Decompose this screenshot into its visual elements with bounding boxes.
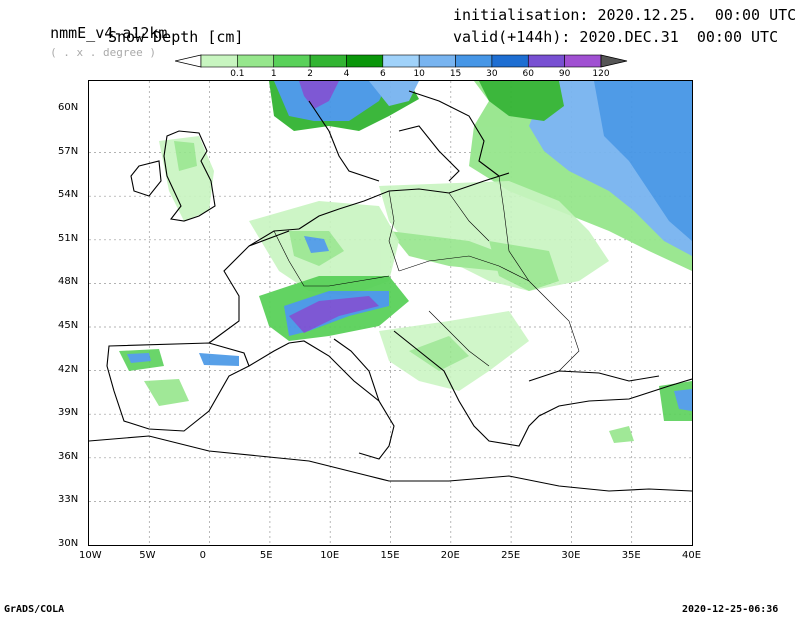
- colorbar-cell: [418, 54, 456, 68]
- lat-tick-label: 42N: [58, 363, 79, 375]
- snow-balkans: [379, 311, 529, 391]
- colorbar-cell: [309, 54, 347, 68]
- lon-tick-label: 10W: [79, 550, 102, 561]
- footer-timestamp: 2020-12-25-06:36: [682, 604, 779, 615]
- lat-tick-label: 60N: [58, 102, 79, 113]
- colorbar-label: 1: [271, 69, 277, 78]
- colorbar-cell: [527, 54, 565, 68]
- colorbar-cell: [346, 54, 384, 68]
- snow-alps: [259, 276, 409, 341]
- colorbar-cell: [491, 54, 529, 68]
- snow-depth-colorbar: 0.1 1 2 4 6 10 15 30 60 90 120: [175, 54, 628, 78]
- colorbar-high-arrow: [600, 54, 628, 68]
- lon-tick-label: 5E: [259, 550, 273, 561]
- colorbar-cell: [564, 54, 602, 68]
- lon-tick-label: 10E: [320, 550, 340, 561]
- colorbar-cell: [455, 54, 493, 68]
- lat-tick-label: 57N: [58, 145, 79, 157]
- borders: [273, 175, 580, 372]
- colorbar-label: 15: [450, 69, 461, 78]
- snow-scandinavia: [269, 81, 419, 131]
- grid-note: ( . x . degree ): [50, 46, 157, 59]
- snow-germany-france: [249, 201, 399, 296]
- lon-tick-label: 30E: [561, 550, 581, 561]
- colorbar-label: 4: [344, 69, 350, 78]
- colorbar-cell: [237, 54, 275, 68]
- lat-tick-label: 51N: [58, 232, 79, 244]
- colorbar-label: 120: [592, 69, 609, 78]
- europe-map: [89, 81, 692, 545]
- snow-central-europe: [379, 181, 609, 291]
- snow-turkey: [609, 381, 692, 443]
- colorbar-label: 90: [559, 69, 571, 78]
- colorbar-cell: [273, 54, 311, 68]
- lat-tick-label: 36N: [58, 450, 79, 462]
- colorbar-label: 10: [413, 69, 425, 78]
- lat-tick-label: 39N: [58, 407, 79, 419]
- valid-time: valid(+144h): 2020.DEC.31 00:00 UTC: [453, 28, 779, 46]
- lon-tick-label: 25E: [501, 550, 521, 561]
- lat-tick-label: 45N: [58, 320, 79, 331]
- colorbar-label: 60: [523, 69, 535, 78]
- lon-tick-label: 40E: [682, 550, 702, 561]
- snow-russia: [469, 81, 692, 271]
- colorbar-cell: [200, 54, 238, 68]
- colorbar-label: 30: [486, 69, 498, 78]
- snow-iberia: [119, 349, 239, 406]
- footer-software: GrADS/COLA: [4, 604, 65, 615]
- lat-tick-label: 30N: [58, 538, 79, 549]
- lon-tick-label: 15E: [380, 550, 400, 561]
- model-title: nmmE_v4-a12km ( . x . degree ): [50, 24, 168, 59]
- map-panel: [88, 80, 693, 546]
- init-time: initialisation: 2020.12.25. 00:00 UTC: [453, 6, 797, 24]
- variable-title: Snow Depth [cm]: [108, 28, 244, 46]
- lon-tick-label: 35E: [621, 550, 641, 561]
- colorbar-label: 6: [380, 69, 386, 78]
- colorbar-label: 0.1: [230, 69, 244, 78]
- lat-tick-label: 48N: [58, 276, 79, 288]
- colorbar-cell: [382, 54, 420, 68]
- coastlines: [89, 90, 692, 492]
- lat-tick-label: 54N: [58, 189, 79, 201]
- colorbar-low-arrow: [175, 54, 202, 68]
- lon-tick-label: 20E: [440, 550, 460, 561]
- lon-tick-label: 5W: [139, 550, 156, 561]
- snow-britain: [159, 136, 214, 221]
- colorbar-label: 2: [307, 69, 313, 78]
- lon-tick-label: 0: [199, 550, 206, 561]
- lat-tick-label: 33N: [58, 494, 79, 506]
